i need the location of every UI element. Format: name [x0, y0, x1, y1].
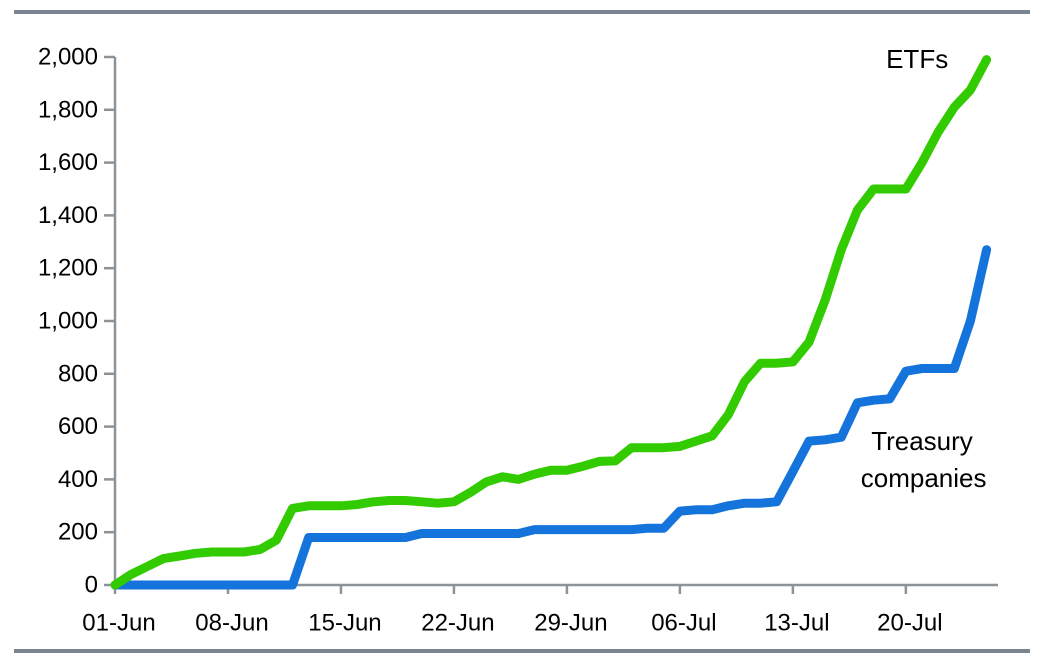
treasury-companies-line — [110, 245, 992, 590]
y-tick-label: 1,200 — [38, 255, 98, 282]
series-label: ETFs — [886, 44, 948, 74]
y-tick-label: 1,000 — [38, 308, 98, 335]
x-tick-label: 29-Jun — [534, 610, 607, 637]
y-tick-label: 1,800 — [38, 96, 98, 123]
etfs-line — [110, 55, 992, 590]
x-tick-label: 06-Jul — [651, 610, 716, 637]
y-tick-label: 0 — [85, 572, 98, 599]
x-tick-label: 15-Jun — [308, 610, 381, 637]
x-tick-label: 22-Jun — [421, 610, 494, 637]
x-tick-label: 20-Jul — [877, 610, 942, 637]
series-label: companies — [861, 463, 987, 493]
y-tick-label: 1,600 — [38, 149, 98, 176]
y-tick-label: 800 — [58, 360, 98, 387]
x-tick-label: 01-Jun — [82, 610, 155, 637]
x-tick-label: 08-Jun — [195, 610, 268, 637]
x-tick-label: 13-Jul — [764, 610, 829, 637]
y-tick-label: 2,000 — [38, 44, 98, 71]
y-tick-label: 400 — [58, 466, 98, 493]
y-tick-label: 200 — [58, 519, 98, 546]
y-tick-label: 1,400 — [38, 202, 98, 229]
series-label: Treasury — [871, 426, 973, 456]
y-tick-label: 600 — [58, 413, 98, 440]
